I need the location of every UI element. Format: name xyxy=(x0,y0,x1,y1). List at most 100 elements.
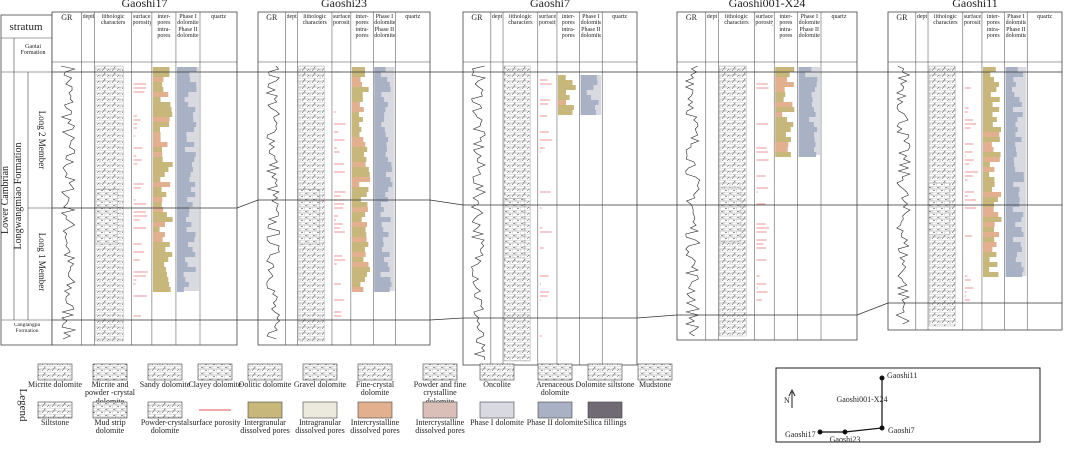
pore-bar xyxy=(1005,207,1013,212)
legend-label-box: Oncolite xyxy=(483,381,511,389)
pore-bar xyxy=(351,107,364,112)
legend-label-box: Intercrystalline dissolved pores xyxy=(415,419,465,436)
pore-bar xyxy=(176,212,189,217)
pore-bar xyxy=(374,212,381,217)
well-frame xyxy=(257,11,431,346)
pore-bar xyxy=(351,102,360,107)
well-name: Gaoshi7 xyxy=(530,0,570,10)
legend-swatch xyxy=(479,363,515,381)
pore-bar xyxy=(351,202,368,207)
pore-bar xyxy=(374,242,384,247)
well-name: Gaoshi23 xyxy=(321,0,367,10)
pore-bar xyxy=(351,207,368,212)
pore-bar xyxy=(351,187,369,192)
pore-bar xyxy=(351,282,361,287)
pore-bar xyxy=(798,87,815,92)
column-header-box: inter-pores intra-pores xyxy=(562,14,575,39)
pore-bar xyxy=(176,252,196,257)
column-header-box: Phase I dolomite Phase II dolomite xyxy=(581,14,602,39)
pore-bar xyxy=(775,82,794,87)
member-label: Long 2 Member xyxy=(37,111,47,170)
column-header: lithologic characters xyxy=(100,14,126,27)
pore-bar xyxy=(176,77,191,82)
pore-bar xyxy=(775,132,786,137)
pore-bar xyxy=(351,222,367,227)
horizon-link xyxy=(236,199,259,209)
legend-label: Siltstone xyxy=(40,419,69,427)
pore-bar xyxy=(374,187,389,192)
column-header-box: lithologic characters xyxy=(303,14,327,26)
pore-bar xyxy=(580,90,587,95)
pore-bar xyxy=(176,112,193,117)
pore-bar xyxy=(374,272,381,277)
legend-label: Phase I dolomite xyxy=(470,419,524,427)
pore-bar xyxy=(152,147,163,152)
column-header-box: quartz xyxy=(612,14,628,20)
pore-bar xyxy=(798,142,816,147)
gr-curve xyxy=(470,65,487,361)
pore-bar xyxy=(176,172,191,177)
legend-swatch xyxy=(479,401,515,419)
pore-bar xyxy=(798,132,815,137)
pore-bar xyxy=(775,127,791,132)
column-header-box: lithologic characters xyxy=(933,14,957,26)
legend-label: Silica fillings xyxy=(583,419,627,427)
pore-bar xyxy=(351,192,367,197)
pore-bar xyxy=(374,202,381,207)
pore-bar xyxy=(374,112,385,117)
pore-bar xyxy=(557,105,574,110)
column-header: surface porosity xyxy=(538,14,556,27)
pore-bar xyxy=(176,137,187,142)
column-header: depth/m xyxy=(82,14,94,20)
legend-label: Intercrystalline dissolved pores xyxy=(415,419,465,436)
pore-bar xyxy=(1005,227,1022,232)
pore-bar xyxy=(176,132,187,137)
pore-bar xyxy=(152,117,170,122)
column-header-box: surface porosity xyxy=(333,14,350,26)
pore-bar xyxy=(374,252,390,257)
map-route xyxy=(820,378,883,433)
pore-bar xyxy=(176,237,195,242)
pore-bar xyxy=(176,262,188,267)
column-header-box: depth/m xyxy=(917,14,927,20)
pore-bar xyxy=(374,92,382,97)
pore-bar xyxy=(982,217,1002,222)
member-label: Long 1 Member xyxy=(37,233,47,292)
pore-bar xyxy=(152,92,169,97)
column-header-box: lithologic characters xyxy=(100,14,126,27)
pore-bar xyxy=(580,75,597,80)
pore-bar xyxy=(351,252,366,257)
pore-bar xyxy=(152,197,163,202)
pore-bar xyxy=(1005,67,1018,72)
canglangpu-label: Canglangpu Formation xyxy=(13,323,41,334)
legend-label: Oncolite xyxy=(483,381,511,389)
pore-bar xyxy=(982,142,992,147)
pore-bar xyxy=(775,87,785,92)
pore-bar xyxy=(374,207,384,212)
legend-label: Intragranular dissolved pores xyxy=(295,419,345,436)
lithology-column xyxy=(928,182,951,236)
pore-bar xyxy=(798,127,818,132)
pore-bar xyxy=(982,82,999,87)
pore-bar xyxy=(982,267,990,272)
pore-bar xyxy=(152,72,170,77)
pore-bar xyxy=(580,105,596,110)
column-header: quartz xyxy=(612,14,628,20)
pore-bar xyxy=(351,287,364,292)
lithology-column xyxy=(503,198,526,258)
column-header: inter-pores intra-pores xyxy=(779,14,793,39)
legend-label-box: Silica fillings xyxy=(583,419,627,427)
legend-label-box: Micrite dolomite xyxy=(28,381,82,389)
pore-bar xyxy=(152,237,163,242)
pore-bar xyxy=(351,262,369,267)
pore-bar xyxy=(152,257,169,262)
pore-bar xyxy=(152,142,168,147)
pore-bar xyxy=(176,277,186,282)
pore-bar xyxy=(1005,212,1024,217)
pore-bar xyxy=(374,72,381,77)
pore-bar xyxy=(152,212,167,217)
well-frame xyxy=(51,11,238,346)
pore-bar xyxy=(152,262,165,267)
pore-bar xyxy=(982,257,990,262)
era-label: Lower Cambrian xyxy=(0,166,11,234)
